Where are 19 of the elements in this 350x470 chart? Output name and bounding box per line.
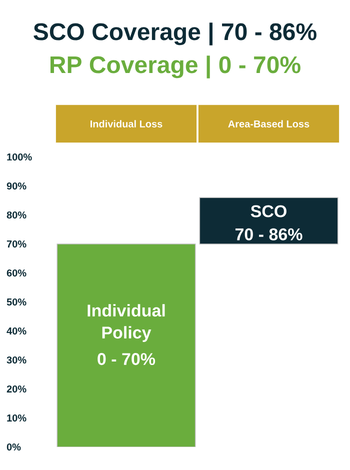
annotation: 0 - 70% xyxy=(98,353,156,366)
series-label: Individual Policy xyxy=(88,304,165,342)
y-tick-label: 90% xyxy=(6,182,26,190)
y-tick-label: 60% xyxy=(6,269,26,277)
y-tick-label: 30% xyxy=(6,356,26,364)
x-tick-label: Individual Loss xyxy=(90,120,162,128)
annotation: 70 - 86% xyxy=(235,228,302,240)
series-label: SCO xyxy=(250,205,286,218)
y-tick-label: 50% xyxy=(6,298,26,306)
y-tick-label: 70% xyxy=(6,240,26,248)
y-tick-label: 20% xyxy=(6,385,26,393)
y-tick-label: 100% xyxy=(7,153,32,161)
y-tick-label: 80% xyxy=(6,211,26,219)
x-tick-label: Area-Based Loss xyxy=(228,120,310,128)
y-tick-label: 0% xyxy=(6,443,21,451)
y-tick-label: 40% xyxy=(6,327,26,335)
chart-title: SCO Coverage | 70 - 86% xyxy=(34,22,316,46)
y-tick-label: 10% xyxy=(7,414,26,422)
chart-subtitle: RP Coverage | 0 - 70% xyxy=(50,56,300,78)
